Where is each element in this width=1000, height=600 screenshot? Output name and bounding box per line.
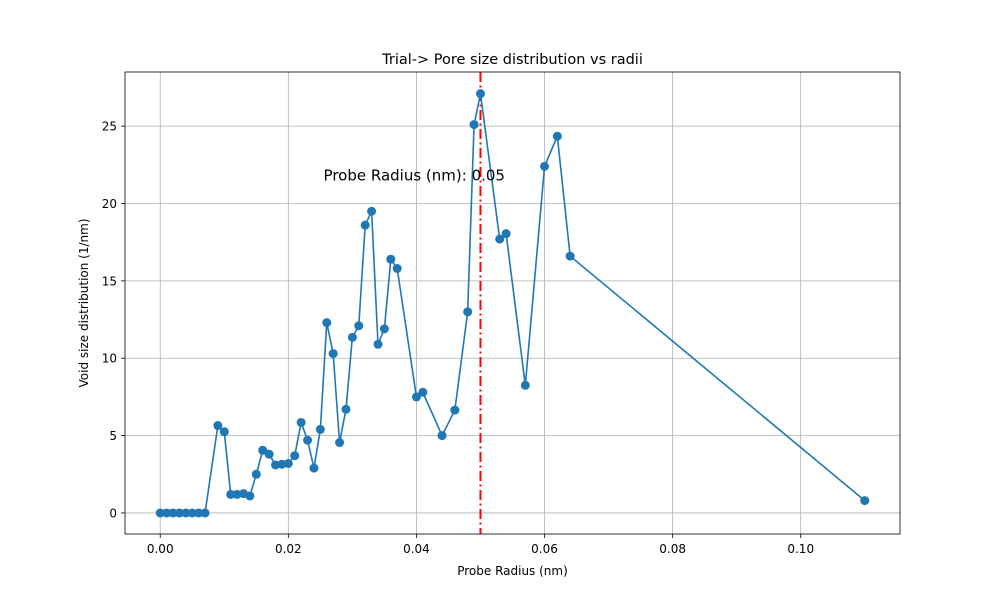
data-point — [335, 438, 345, 448]
data-point — [328, 349, 338, 359]
y-tick-label: 5 — [109, 429, 117, 443]
data-point — [501, 229, 511, 239]
data-point — [187, 508, 197, 518]
data-point — [303, 435, 313, 445]
probe-radius-annotation: Probe Radius (nm): 0.05 — [324, 166, 505, 184]
data-point — [174, 508, 184, 518]
data-point — [354, 321, 364, 331]
data-point — [200, 508, 210, 518]
x-tick-label: 0.10 — [787, 542, 814, 556]
series-layer — [155, 89, 870, 518]
y-tick-label: 10 — [102, 352, 117, 366]
data-point — [290, 451, 300, 461]
y-tick-label: 25 — [102, 120, 117, 134]
data-point — [565, 251, 575, 261]
data-point — [475, 89, 485, 99]
data-point — [540, 161, 550, 171]
x-axis-label: Probe Radius (nm) — [457, 564, 568, 578]
data-point — [379, 324, 389, 334]
data-point — [309, 463, 319, 473]
data-point — [226, 489, 236, 499]
data-point — [251, 469, 261, 479]
x-tick-label: 0.02 — [275, 542, 302, 556]
data-point — [463, 307, 473, 317]
data-point — [162, 508, 172, 518]
data-point — [181, 508, 191, 518]
data-point — [469, 120, 479, 130]
plot-frame — [124, 71, 901, 535]
data-point — [860, 496, 870, 506]
data-point — [347, 332, 357, 342]
x-tick-label: 0.08 — [659, 542, 686, 556]
data-point — [437, 431, 447, 441]
y-tick-label: 20 — [102, 197, 117, 211]
data-point — [213, 421, 223, 431]
data-point — [245, 491, 255, 501]
grid-layer — [125, 72, 900, 534]
x-tick-label: 0.00 — [147, 542, 174, 556]
ticks-layer: 0.00 0.02 0.04 0.06 0.08 0.10 0 5 10 15 20 25 — [102, 120, 814, 556]
data-point — [322, 318, 332, 328]
data-point — [520, 380, 530, 390]
y-axis-label: Void size distribution (1/nm) — [77, 218, 91, 387]
chart-title: Trial-> Pore size distribution vs radii — [381, 52, 643, 68]
data-point — [283, 458, 293, 468]
data-point — [495, 234, 505, 244]
data-point — [219, 427, 229, 437]
data-point — [373, 339, 383, 349]
y-tick-label: 0 — [109, 506, 117, 520]
data-point — [360, 220, 370, 230]
data-point — [315, 424, 325, 434]
data-point — [386, 254, 396, 264]
data-point — [194, 508, 204, 518]
data-point — [392, 263, 402, 273]
data-point — [552, 131, 562, 141]
data-point — [341, 404, 351, 414]
x-tick-label: 0.06 — [531, 542, 558, 556]
data-point — [367, 206, 377, 216]
data-point — [155, 508, 165, 518]
data-point — [296, 417, 306, 427]
y-tick-label: 15 — [102, 274, 117, 288]
data-point — [418, 387, 428, 397]
data-point — [264, 449, 274, 459]
data-point — [411, 392, 421, 402]
x-tick-label: 0.04 — [403, 542, 430, 556]
data-point — [450, 405, 460, 415]
data-point — [168, 508, 178, 518]
